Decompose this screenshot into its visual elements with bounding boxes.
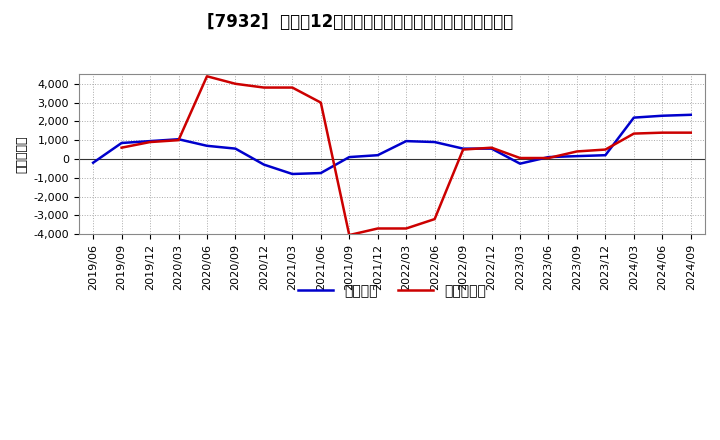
当期絔利益 (487, 145, 496, 150)
経常利益 (202, 143, 211, 148)
当期絔利益 (601, 147, 610, 152)
Line: 当期絔利益: 当期絔利益 (122, 76, 690, 235)
当期絔利益 (317, 100, 325, 105)
経常利益 (459, 146, 467, 151)
当期絔利益 (516, 155, 524, 161)
経常利益 (345, 154, 354, 160)
当期絔利益 (174, 138, 183, 143)
経常利益 (145, 139, 154, 144)
経常利益 (260, 162, 269, 167)
経常利益 (686, 112, 695, 117)
当期絔利益 (629, 131, 638, 136)
当期絔利益 (117, 145, 126, 150)
経常利益 (601, 153, 610, 158)
Line: 経常利益: 経常利益 (93, 115, 690, 174)
経常利益 (288, 171, 297, 176)
Y-axis label: （百万円）: （百万円） (15, 136, 28, 173)
Text: [7932]  利益だ12か月移動合計の対前年同期増減額の推移: [7932] 利益だ12か月移動合計の対前年同期増減額の推移 (207, 13, 513, 31)
当期絔利益 (572, 149, 581, 154)
当期絔利益 (202, 73, 211, 79)
経常利益 (374, 153, 382, 158)
当期絔利益 (402, 226, 410, 231)
経常利益 (231, 146, 240, 151)
経常利益 (402, 139, 410, 144)
経常利益 (317, 170, 325, 176)
当期絔利益 (544, 155, 553, 161)
経常利益 (431, 139, 439, 145)
当期絔利益 (231, 81, 240, 86)
当期絔利益 (260, 85, 269, 90)
経常利益 (572, 154, 581, 159)
経常利益 (117, 140, 126, 146)
当期絔利益 (374, 226, 382, 231)
当期絔利益 (345, 232, 354, 238)
当期絔利益 (686, 130, 695, 135)
経常利益 (516, 161, 524, 166)
経常利益 (658, 113, 667, 118)
当期絔利益 (288, 85, 297, 90)
Legend: 経常利益, 当期絔利益: 経常利益, 当期絔利益 (292, 279, 492, 304)
当期絔利益 (459, 147, 467, 152)
経常利益 (544, 154, 553, 160)
当期絔利益 (431, 216, 439, 222)
当期絔利益 (658, 130, 667, 135)
経常利益 (487, 146, 496, 151)
当期絔利益 (145, 139, 154, 145)
経常利益 (629, 115, 638, 120)
経常利益 (89, 160, 97, 165)
経常利益 (174, 136, 183, 142)
